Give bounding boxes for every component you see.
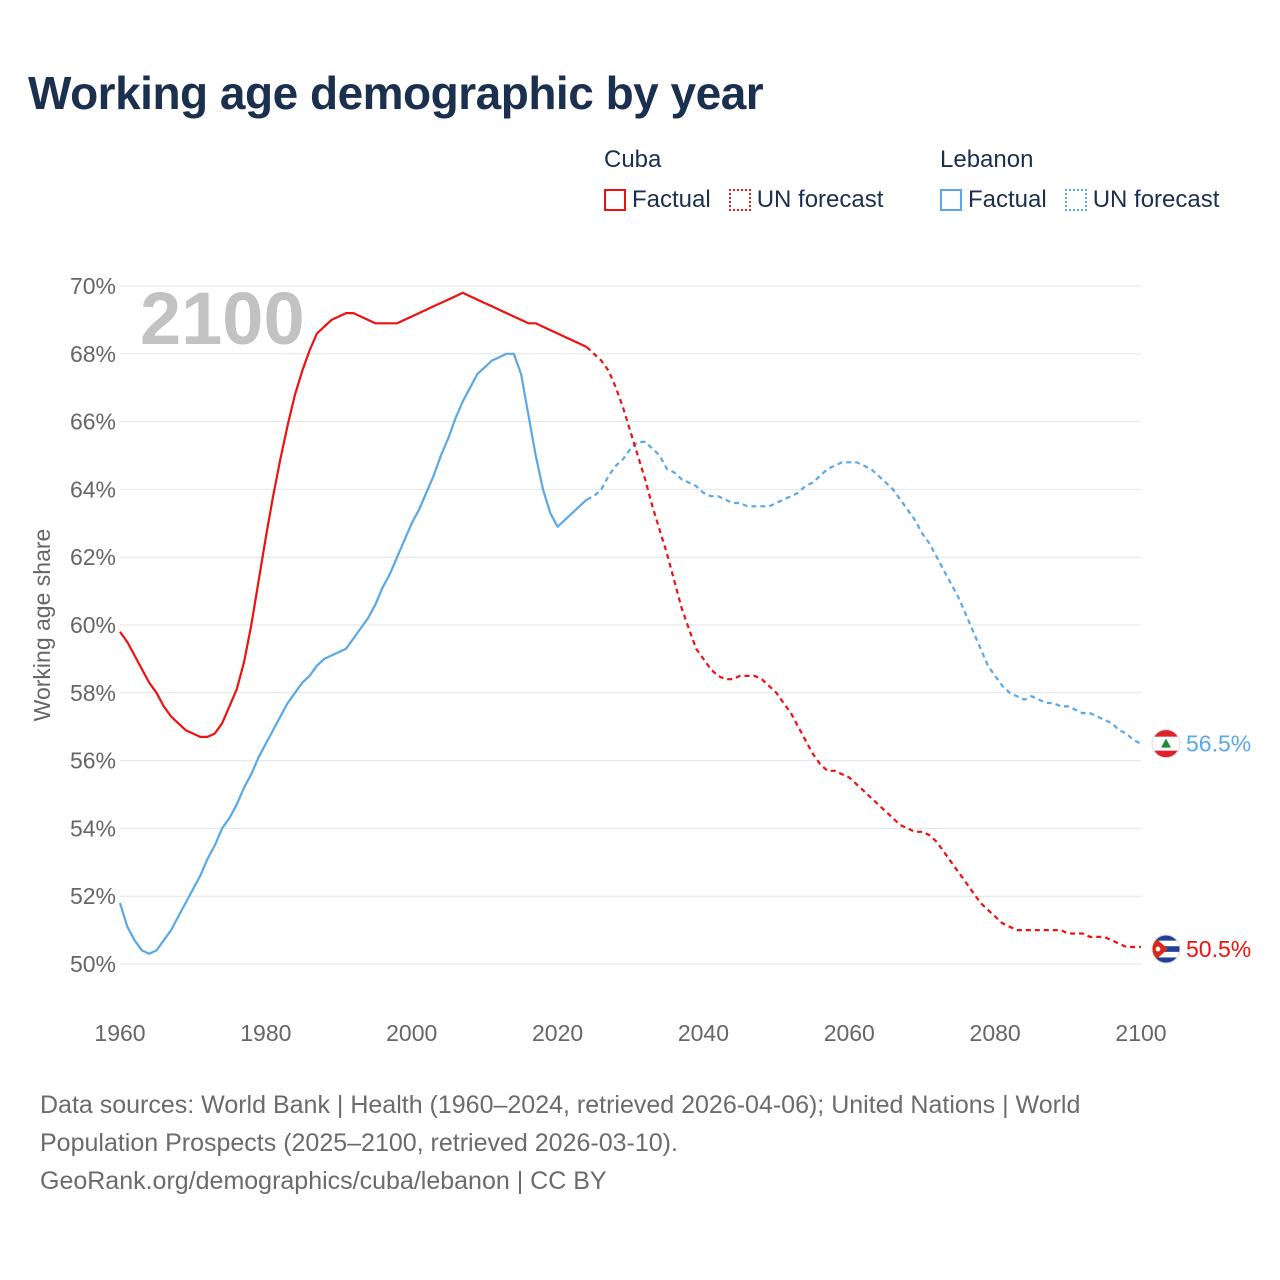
source-link[interactable]: GeoRank.org/demographics/cuba/lebanon | … (40, 1167, 607, 1195)
legend-swatch-dotted (1064, 189, 1087, 211)
y-tick-label: 66% (70, 409, 116, 435)
source-text: Data sources: World Bank | Health (1960–… (40, 1091, 1081, 1157)
legend-swatch-solid (604, 189, 626, 211)
y-tick-label: 56% (70, 748, 116, 774)
legend-country-label: Cuba (604, 146, 662, 173)
y-tick-label: 60% (70, 612, 116, 638)
x-tick-label: 1980 (240, 1020, 291, 1046)
flag-stripe (1152, 957, 1180, 964)
legend-swatch-dotted (728, 189, 751, 211)
year-watermark: 2100 (140, 277, 305, 360)
series-line-lebanon-forecast (586, 440, 1142, 745)
chart-title: Working age demographic by year (28, 67, 764, 119)
legend-item-label: Factual (632, 186, 711, 213)
flag-stripe (1152, 935, 1180, 941)
y-tick-label: 62% (70, 544, 116, 570)
y-tick-label: 68% (70, 341, 116, 367)
end-value-label-lebanon: 56.5% (1186, 731, 1251, 757)
y-tick-label: 54% (70, 815, 116, 841)
cedar-icon (1161, 738, 1171, 748)
flag-ring (1151, 934, 1181, 964)
x-tick-label: 1960 (94, 1020, 145, 1046)
legend-item-label: UN forecast (1092, 186, 1220, 213)
lebanon-flag-icon (1151, 729, 1181, 759)
cuba-flag-icon (1151, 934, 1181, 964)
flag-body (1152, 935, 1180, 964)
series-line-cuba-forecast (585, 346, 1141, 949)
series-line-cuba-factual (119, 291, 588, 738)
star-icon (1155, 946, 1161, 952)
legend-item-label: UN forecast (756, 186, 884, 213)
x-tick-label: 2040 (678, 1020, 729, 1046)
legend-cuba-factual[interactable]: Factual (604, 186, 711, 214)
flag-body (1152, 729, 1180, 758)
end-value-label-cuba: 50.5% (1186, 936, 1251, 962)
legend-country-label: Lebanon (940, 146, 1034, 173)
y-tick-label: 64% (70, 476, 116, 502)
x-tick-label: 2100 (1115, 1020, 1166, 1046)
legend-lebanon-factual[interactable]: Factual (940, 186, 1047, 214)
x-tick-label: 2080 (970, 1020, 1021, 1046)
flag-stripe (1152, 750, 1180, 758)
legend-swatch-solid (940, 189, 962, 211)
flag-ring (1151, 729, 1181, 759)
legend-lebanon: Lebanon Factual UN forecast (940, 146, 1237, 214)
legend-lebanon-forecast[interactable]: UN forecast (1064, 186, 1220, 214)
legend-cuba-forecast[interactable]: UN forecast (728, 186, 884, 214)
legend-item-label: Factual (968, 186, 1047, 213)
source-note: Data sources: World Bank | Health (1960–… (40, 1086, 1160, 1200)
legend-cuba: Cuba Factual UN forecast (604, 146, 901, 214)
series-line-lebanon-factual (118, 352, 588, 955)
y-tick-label: 52% (70, 883, 116, 909)
x-tick-label: 2020 (532, 1020, 583, 1046)
x-tick-label: 2060 (824, 1020, 875, 1046)
line-chart: 50% 52% 54% 56% 58% 60% 62% 64% 66% 68% 70% 1960 198… (29, 273, 1251, 1046)
y-tick-label: 70% (70, 273, 116, 299)
y-tick-label: 58% (70, 680, 116, 706)
flag-stripe (1152, 729, 1180, 737)
y-tick-label: 50% (70, 951, 116, 977)
y-axis-label: Working age share (29, 529, 55, 722)
x-tick-label: 2000 (386, 1020, 437, 1046)
